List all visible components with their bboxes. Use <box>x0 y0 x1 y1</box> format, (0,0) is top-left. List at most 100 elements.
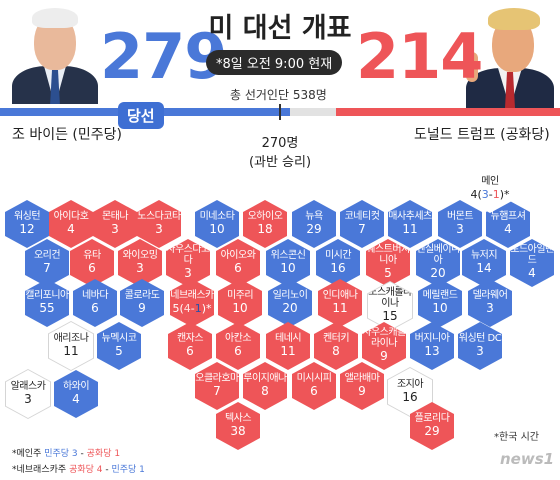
state-ny-name: 뉴욕 <box>305 210 323 222</box>
biden-portrait <box>10 4 100 104</box>
state-md: 메릴랜드 10 <box>418 279 462 327</box>
state-co-ev: 9 <box>138 301 146 316</box>
state-fl-ev: 29 <box>424 424 440 439</box>
nebraska-note-dem: 민주당 1 <box>111 465 145 475</box>
state-al: 앨라배마 9 <box>340 362 384 410</box>
state-in-name: 인디애나 <box>322 289 358 301</box>
trump-electoral-votes: 214 <box>356 20 483 93</box>
state-vt-ev: 3 <box>456 222 464 237</box>
trump-name: 도널드 트럼프 (공화당) <box>414 127 550 143</box>
state-wa: 워싱턴 12 <box>5 200 49 248</box>
state-mt-ev: 3 <box>111 222 119 237</box>
state-de: 델라웨어 3 <box>468 279 512 327</box>
state-nd: 노스다코타 3 <box>137 200 181 248</box>
state-tn-ev: 11 <box>280 344 296 359</box>
state-ut: 유타 6 <box>70 239 114 287</box>
nebraska-note-rep: 공화당 4 <box>69 465 103 475</box>
state-dc: 워싱턴 DC 3 <box>458 322 502 370</box>
state-ms-ev: 6 <box>310 384 318 399</box>
undecided-bar <box>290 108 336 116</box>
state-id-name: 아이다호 <box>53 210 89 222</box>
state-ok-name: 오클라호마 <box>195 372 239 384</box>
state-wv: 웨스트버지니아 5 <box>366 239 410 287</box>
state-me-dem: 3 <box>481 187 489 201</box>
state-nj-name: 뉴저지 <box>470 249 498 261</box>
biden-name: 조 바이든 (민주당) <box>12 127 122 143</box>
state-ne-ev: 5 <box>172 301 180 315</box>
state-il: 일리노이 20 <box>268 279 312 327</box>
state-nc: 노스캐롤라이나 15 <box>368 282 412 330</box>
state-in-ev: 11 <box>332 301 348 316</box>
winner-badge: 당선 <box>118 102 164 129</box>
state-sc: 사우스캐롤라이나 9 <box>362 322 406 370</box>
state-ne-rep: 4 <box>183 301 191 315</box>
majority-caption: (과반 승리) <box>248 155 312 170</box>
state-ak: 알래스카 3 <box>6 370 50 418</box>
state-mo: 미주리 10 <box>218 279 262 327</box>
state-de-ev: 3 <box>486 301 494 316</box>
state-dc-ev: 3 <box>476 344 484 359</box>
state-mt: 몬태나 3 <box>93 200 137 248</box>
state-wa-ev: 12 <box>19 222 35 237</box>
state-sd-name: 사우스다코다 <box>166 244 210 266</box>
state-ut-name: 유타 <box>83 249 101 261</box>
state-wy: 와이오밍 3 <box>118 239 162 287</box>
state-me-rep: 1 <box>492 187 500 201</box>
state-mo-name: 미주리 <box>226 289 254 301</box>
state-me-split: 4(3-1)* <box>470 187 510 201</box>
state-nj-ev: 14 <box>476 261 492 276</box>
state-or-name: 오리건 <box>33 249 61 261</box>
maine-note-rep: 공화당 1 <box>86 449 121 459</box>
state-nm-name: 뉴멕시코 <box>101 332 137 344</box>
state-hi: 하와이 4 <box>54 370 98 418</box>
state-ak-ev: 3 <box>24 392 32 407</box>
state-ny: 뉴욕 29 <box>292 200 336 248</box>
state-wi-ev: 10 <box>280 261 296 276</box>
state-va-ev: 13 <box>424 344 440 359</box>
page-title: 미 대선 개표 <box>208 13 352 44</box>
state-ky-name: 켄터키 <box>322 332 350 344</box>
state-ca-name: 캘리포니아 <box>25 289 69 301</box>
state-id: 아이다호 4 <box>49 200 93 248</box>
state-mi-ev: 16 <box>330 261 346 276</box>
state-hi-ev: 4 <box>72 392 80 407</box>
state-ut-ev: 6 <box>88 261 96 276</box>
state-mo-ev: 10 <box>232 301 248 316</box>
state-ri-ev: 4 <box>528 266 536 281</box>
state-ri: 로드아일랜드 4 <box>510 239 554 287</box>
state-sd: 사우스다코다 3 <box>166 239 210 287</box>
state-mt-name: 몬태나 <box>101 210 129 222</box>
state-il-ev: 20 <box>282 301 298 316</box>
state-wy-name: 와이오밍 <box>122 249 158 261</box>
state-dc-name: 워싱턴 DC <box>458 332 502 344</box>
state-id-ev: 4 <box>67 222 75 237</box>
state-wi: 위스콘신 10 <box>266 239 310 287</box>
trump-portrait <box>462 4 556 108</box>
state-me-name: 메인 <box>481 176 499 188</box>
state-me: 메인 4(3-1)* <box>468 165 512 213</box>
state-ar-name: 아칸소 <box>224 332 252 344</box>
nebraska-note-sep: - <box>102 465 112 475</box>
state-me-ev: 4 <box>470 187 478 201</box>
state-ky-ev: 8 <box>332 344 340 359</box>
state-sc-name: 사우스캐롤라이나 <box>362 327 406 349</box>
state-oh-name: 오하이오 <box>247 210 283 222</box>
state-mi: 미시간 16 <box>316 239 360 287</box>
state-ks-name: 캔자스 <box>176 332 204 344</box>
state-ia: 아이오와 6 <box>216 239 260 287</box>
total-electors: 총 선거인단 538명 <box>230 88 327 102</box>
state-az: 애리조나 11 <box>49 322 93 370</box>
state-mn-ev: 10 <box>209 222 225 237</box>
state-pa-ev: 20 <box>430 266 446 281</box>
state-ca-ev: 55 <box>39 301 55 316</box>
state-wv-ev: 5 <box>384 266 392 281</box>
state-mn-name: 미네소타 <box>199 210 235 222</box>
majority-threshold: 270명 (과반 승리) <box>240 132 320 170</box>
state-pa-name: 펜실베이니아 <box>416 244 460 266</box>
state-wa-name: 워싱턴 <box>13 210 41 222</box>
state-nm-ev: 5 <box>115 344 123 359</box>
state-de-name: 델라웨어 <box>472 289 508 301</box>
state-ok-ev: 7 <box>213 384 221 399</box>
